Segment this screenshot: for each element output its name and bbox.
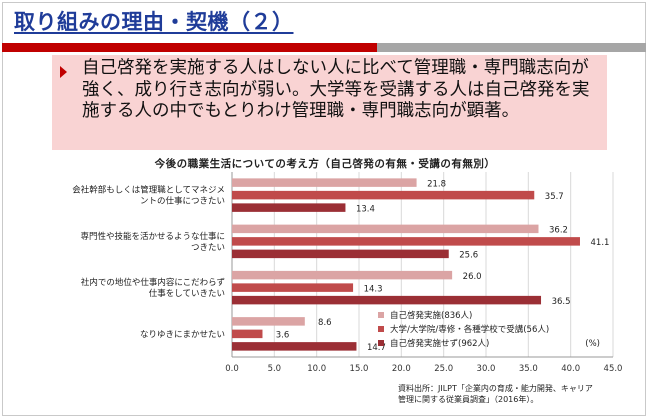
x-tick-label: 25.0 <box>434 364 453 374</box>
legend-swatch <box>378 312 384 318</box>
summary-text: 自己啓発を実施する人はしない人に比べて管理職・専門職志向が強く、成り行き志向が弱… <box>82 58 590 121</box>
unit-label: (%) <box>585 339 600 349</box>
legend-swatch <box>378 340 384 346</box>
legend-entry: 大学/大学院/専修・各種学校で受講(56人) <box>390 324 549 335</box>
data-label: 14.3 <box>364 284 383 294</box>
header-rule-red <box>2 43 377 52</box>
category-label: 会社幹部もしくは管理職としてマネジメ <box>72 185 225 196</box>
data-label: 36.2 <box>549 226 568 236</box>
legend-entry: 自己啓発実施せず(962人) <box>390 338 489 349</box>
category-label: ントの仕事につきたい <box>140 196 225 207</box>
data-label: 13.4 <box>356 204 375 214</box>
bar-1 <box>232 317 305 326</box>
data-label: 26.0 <box>463 272 482 282</box>
bar-2 <box>232 237 580 246</box>
bar-1 <box>232 178 417 187</box>
source-line-2: 管理に関する従業員調査」（2016年）。 <box>398 395 539 404</box>
data-label: 21.8 <box>427 179 446 189</box>
category-label: なりゆきにまかせたい <box>140 330 225 340</box>
x-tick-label: 5.0 <box>268 364 282 374</box>
data-label: 41.1 <box>591 238 610 248</box>
bar-1 <box>232 270 453 280</box>
bar-2 <box>232 283 354 292</box>
slide-title: 取り組みの理由・契機（２） <box>14 10 294 34</box>
x-tick-label: 40.0 <box>561 364 580 374</box>
x-tick-label: 15.0 <box>350 364 369 374</box>
bar-3 <box>232 203 346 212</box>
category-label: 社内での地位や仕事内容にこだわらず <box>81 277 225 288</box>
bar-3 <box>232 249 449 259</box>
data-label: 14.7 <box>367 343 386 353</box>
data-label: 3.6 <box>276 331 290 341</box>
data-label: 36.5 <box>552 297 571 307</box>
category-label: 専門性や技能を活かせるような仕事に <box>80 231 225 242</box>
x-tick-label: 10.0 <box>307 364 326 374</box>
source-line-1: 資料出所：JILPT「企業内の育成・能力開発、キャリア <box>398 384 593 393</box>
bar-2 <box>232 190 535 200</box>
category-label: つきたい <box>191 243 225 253</box>
x-tick-label: 30.0 <box>477 364 496 374</box>
data-label: 25.6 <box>459 251 478 261</box>
x-tick-label: 45.0 <box>604 364 623 374</box>
chart-title: 今後の職業生活についての考え方（自己啓発の有無・受講の有無別） <box>154 158 496 170</box>
legend-entry: 自己啓発実施(836人) <box>390 310 472 321</box>
data-label: 35.7 <box>545 192 564 202</box>
bullet-arrow-icon <box>60 66 67 78</box>
bar-3 <box>232 295 542 305</box>
x-tick-label: 35.0 <box>519 364 538 374</box>
legend-swatch <box>378 326 384 332</box>
bar-3 <box>232 342 357 351</box>
source-note: 資料出所：JILPT「企業内の育成・能力開発、キャリア 管理に関する従業員調査」… <box>398 383 638 405</box>
x-tick-label: 20.0 <box>392 364 411 374</box>
x-tick-label: 0.0 <box>225 364 239 374</box>
summary-callout <box>52 55 607 150</box>
data-label: 8.6 <box>318 318 332 328</box>
bar-2 <box>232 329 263 339</box>
category-label: 仕事をしていきたい <box>149 288 225 299</box>
bar-1 <box>232 224 539 234</box>
